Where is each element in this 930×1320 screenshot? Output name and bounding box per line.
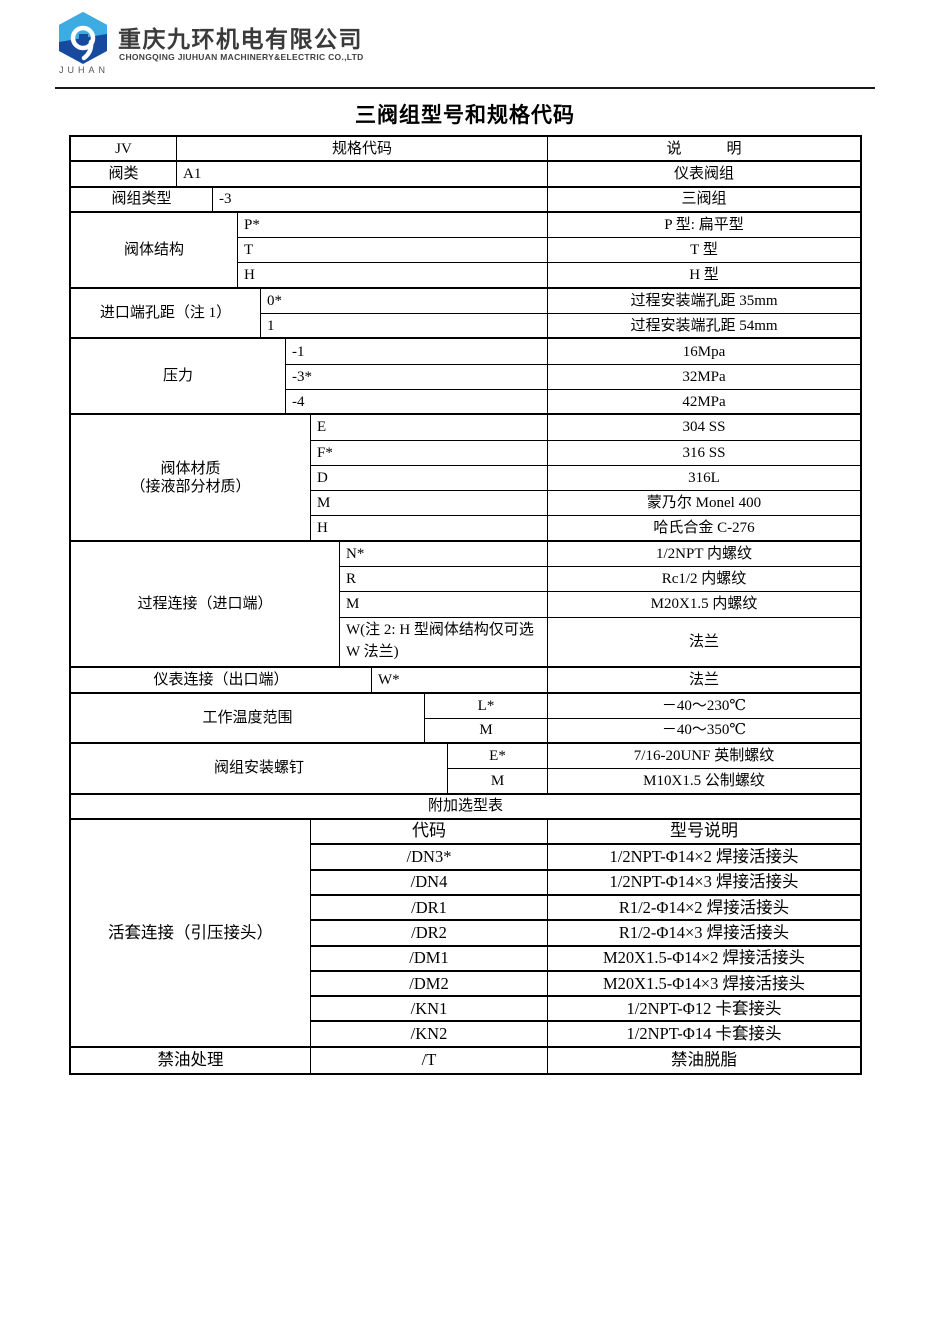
desc-cell: 316L: [548, 466, 860, 492]
desc-cell: 蒙乃尔 Monel 400: [548, 491, 860, 517]
desc-cell: 禁油脱脂: [671, 1050, 737, 1070]
desc-cell: M20X1.5 内螺纹: [548, 592, 860, 618]
logo-wordmark: JUHAN: [58, 65, 109, 75]
code-cell: -4: [286, 389, 548, 416]
header-divider: [55, 87, 875, 89]
company-name-en: CHONGQING JIUHUAN MACHINERY&ELECTRIC CO.…: [119, 52, 364, 62]
code-cell: /DN3*: [311, 845, 548, 871]
desc-cell: 1/2NPT 内螺纹: [548, 542, 860, 568]
code-cell: P*: [238, 212, 548, 239]
valve-class-label: 阀类: [71, 162, 177, 188]
desc-cell: R1/2-Φ14×2 焊接活接头: [548, 896, 860, 922]
code-cell: /KN1: [311, 997, 548, 1023]
code-cell: F*: [311, 440, 548, 466]
code-cell: -3*: [286, 364, 548, 390]
desc-cell: 1/2NPT-Φ14×2 焊接活接头: [548, 845, 860, 871]
desc-cell: H 型: [548, 263, 860, 289]
desc-cell: 304 SS: [548, 415, 860, 441]
code-cell: /T: [311, 1047, 548, 1073]
spec-table: JV 规格代码 说 明 阀类 A1 仪表阀组 阀组类型 -3 三阀组 阀体结构 …: [69, 135, 862, 1075]
code-cell: R: [340, 567, 548, 593]
desc-cell: T 型: [548, 238, 860, 264]
instrument-connection-label: 仪表连接（出口端）: [71, 668, 372, 694]
desc-cell: 哈氏合金 C-276: [548, 516, 860, 542]
code-cell: D: [311, 465, 548, 492]
code-cell: -1: [286, 339, 548, 365]
code-cell: E*: [448, 744, 548, 770]
desc-cell: －40～230℃: [548, 694, 860, 719]
page-title: 三阀组型号和规格代码: [355, 103, 575, 127]
desc-cell: M20X1.5-Φ14×2 焊接活接头: [548, 947, 860, 972]
code-cell: M: [311, 491, 548, 517]
code-cell: A1: [177, 162, 548, 188]
addon-banner: 附加选型表: [71, 795, 860, 821]
code-cell: W*: [372, 668, 548, 694]
desc-cell: M10X1.5 公制螺纹: [548, 769, 860, 795]
code-cell: E: [311, 415, 548, 441]
body-material-label: 阀体材质 （接液部分材质）: [71, 415, 311, 542]
desc-cell: 16Mpa: [548, 339, 860, 365]
company-logo: JUHAN: [55, 12, 113, 78]
desc-cell: 1/2NPT-Φ12 卡套接头: [548, 997, 860, 1023]
addon-code-header: 代码: [311, 820, 548, 846]
desc-cell: P 型: 扁平型: [548, 213, 860, 239]
inlet-hole-distance-label: 进口端孔距（注 1）: [71, 288, 261, 340]
desc-cell: 1/2NPT-Φ14×3 焊接活接头: [548, 871, 860, 896]
code-cell-flange-note: W(注 2: H 型阀体结构仅可选 W 法兰): [340, 617, 548, 669]
desc-cell: 三阀组: [548, 188, 860, 213]
pressure-label: 压力: [71, 339, 286, 416]
oil-free-label: 禁油处理: [71, 1047, 311, 1073]
code-cell: /DM2: [311, 971, 548, 998]
desc-cell: 过程安装端孔距 54mm: [548, 314, 860, 340]
desc-cell: M20X1.5-Φ14×3 焊接活接头: [548, 972, 860, 998]
code-cell: M: [340, 592, 548, 618]
desc-cell: 316 SS: [548, 441, 860, 466]
mounting-screw-label: 阀组安装螺钉: [71, 744, 448, 795]
desc-cell: 过程安装端孔距 35mm: [548, 289, 860, 315]
header-description: 说 明: [548, 137, 860, 163]
body-structure-label: 阀体结构: [71, 212, 238, 289]
code-cell: T: [238, 238, 548, 264]
header-spec-code: 规格代码: [177, 137, 548, 163]
desc-cell: 法兰: [548, 668, 860, 694]
code-cell: /DN4: [311, 870, 548, 896]
code-cell: /DM1: [311, 946, 548, 972]
desc-cell: Rc1/2 内螺纹: [548, 567, 860, 593]
desc-cell: －40～350℃: [548, 719, 860, 745]
code-cell: /DR1: [311, 895, 548, 922]
desc-cell: 法兰: [548, 618, 860, 669]
union-connection-label: 活套连接（引压接头）: [71, 820, 311, 1048]
code-cell: N*: [340, 541, 548, 568]
working-temperature-label: 工作温度范围: [71, 693, 425, 745]
desc-cell: 仪表阀组: [548, 162, 860, 188]
code-cell: -3: [213, 187, 548, 213]
code-cell: H: [311, 516, 548, 542]
desc-cell: 1/2NPT-Φ14 卡套接头: [548, 1022, 860, 1048]
manifold-type-label: 阀组类型: [71, 187, 213, 213]
code-cell: M: [425, 718, 548, 745]
company-name-cn: 重庆九环机电有限公司: [118, 26, 363, 52]
code-cell: M: [448, 769, 548, 795]
desc-cell: R1/2-Φ14×3 焊接活接头: [548, 921, 860, 947]
addon-desc-header: 型号说明: [548, 820, 860, 846]
code-cell: /KN2: [311, 1022, 548, 1048]
desc-cell: 7/16-20UNF 英制螺纹: [548, 744, 860, 770]
code-cell: H: [238, 263, 548, 289]
desc-cell: 42MPa: [548, 390, 860, 416]
code-cell: /DR2: [311, 921, 548, 947]
desc-cell: 32MPa: [548, 365, 860, 390]
hexagon-logo-icon: [59, 12, 107, 64]
code-cell: L*: [425, 693, 548, 719]
header-model-prefix: JV: [71, 137, 177, 163]
code-cell: 0*: [261, 288, 548, 315]
code-cell: 1: [261, 314, 548, 340]
process-connection-label: 过程连接（进口端）: [71, 541, 340, 669]
